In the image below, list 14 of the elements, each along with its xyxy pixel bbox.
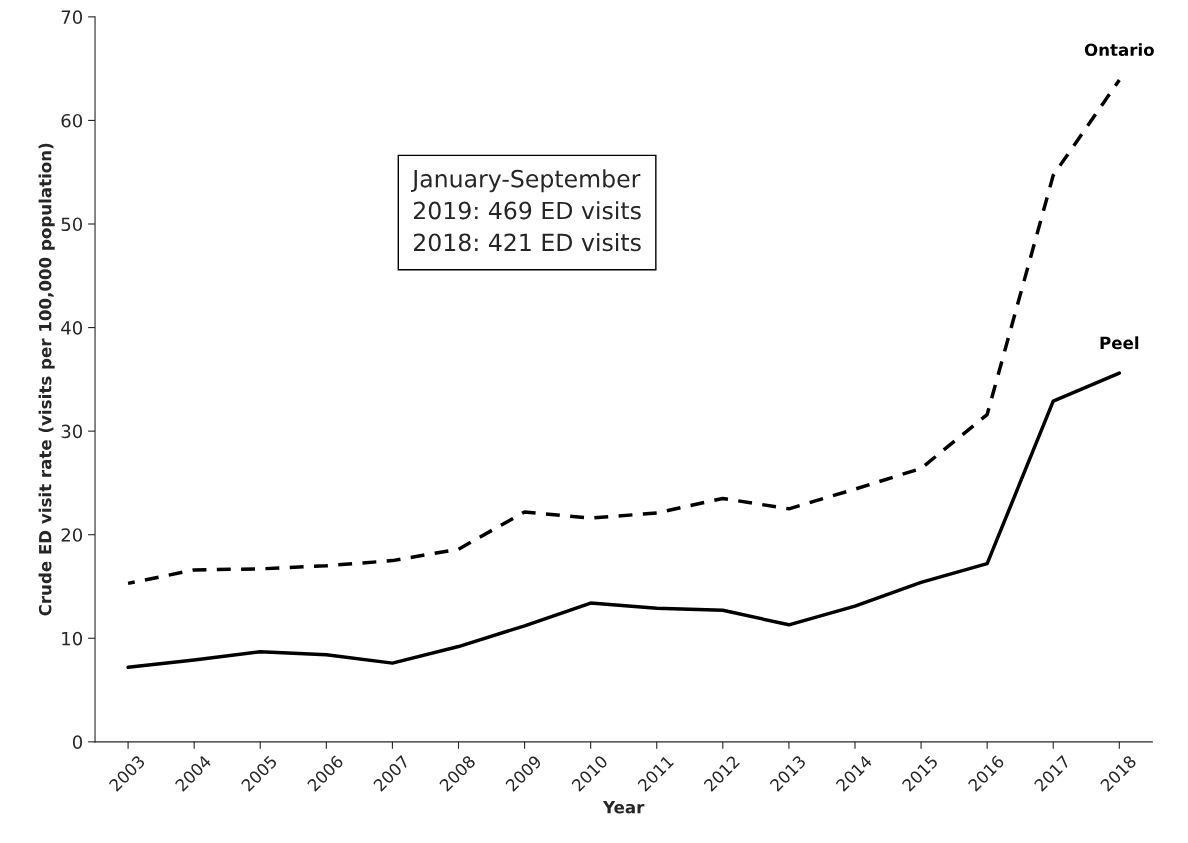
y-tick-label: 10 [62, 631, 83, 646]
series-label: Ontario [1084, 43, 1154, 57]
series-label: Peel [1100, 336, 1139, 350]
y-tick-label: 50 [61, 217, 83, 232]
y-tick-label: 30 [61, 424, 83, 439]
line-series [126, 371, 1122, 670]
y-axis-title: Crude ED visit rate (visits per 100,000 population) [38, 143, 55, 616]
x-axis-title: Year [602, 801, 645, 814]
y-tick-label: 0 [72, 735, 83, 749]
y-tick-label: 70 [61, 10, 83, 24]
y-tick-label: 20 [61, 528, 83, 542]
y-tick-label: 60 [61, 113, 83, 128]
annotation: January-September 2019: 469 ED visits 2018: 421 ED visits [411, 169, 641, 252]
y-tick-label: 40 [61, 321, 83, 335]
